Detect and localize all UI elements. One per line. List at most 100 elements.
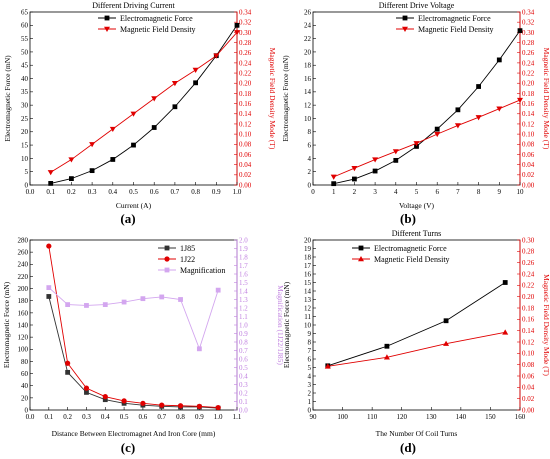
y-tick-label: 240 xyxy=(18,261,29,269)
y2-axis-title: Magnetic Field Density Mode (T) xyxy=(268,48,277,150)
x-tick-label: 0.3 xyxy=(88,188,97,196)
plot-frame xyxy=(29,11,238,186)
y2-tick-label: 0.06 xyxy=(522,151,535,159)
y2-tick-label: 0.02 xyxy=(522,171,535,179)
data-point xyxy=(196,403,202,409)
data-point xyxy=(502,329,509,335)
legend-label: Electromagnetic Force xyxy=(120,14,193,23)
y2-tick-label: 0.02 xyxy=(239,171,252,179)
x-tick-label: 3 xyxy=(373,188,377,196)
legend-label: Magnification xyxy=(180,266,225,275)
y2-tick-label: 0.04 xyxy=(522,384,535,392)
y-tick-label: 11 xyxy=(304,313,311,321)
y2-tick-label: 0.24 xyxy=(522,59,535,67)
x-tick-label: 120 xyxy=(396,413,407,421)
y2-tick-label: 1.1 xyxy=(239,313,248,321)
y2-tick-label: 0.06 xyxy=(239,151,252,159)
data-point xyxy=(234,30,240,36)
y2-tick-label: 0.26 xyxy=(522,259,535,267)
data-point xyxy=(159,294,165,300)
y2-tick-label: 0.16 xyxy=(522,316,535,324)
y-tick-label: 0 xyxy=(308,181,312,189)
y2-tick-label: 0.26 xyxy=(239,49,252,57)
y2-tick-label: 0.34 xyxy=(522,8,535,16)
y-tick-label: 20 xyxy=(21,128,29,136)
y2-tick-label: 0.3 xyxy=(239,381,248,389)
data-point xyxy=(193,80,198,86)
plot-frame xyxy=(312,11,521,186)
data-point xyxy=(178,297,183,302)
y-tick-label: 4 xyxy=(308,372,312,380)
y-tick-label: 260 xyxy=(18,249,29,257)
data-point xyxy=(443,340,450,346)
x-tick-label: 90 xyxy=(310,413,318,421)
y-axis-title: Electromagnetic Force (mN) xyxy=(2,281,11,368)
y-tick-label: 13 xyxy=(304,296,312,304)
data-point xyxy=(352,176,357,182)
plot-frame xyxy=(312,239,521,411)
legend-label: Electromagnetic Force xyxy=(374,244,447,253)
data-point xyxy=(65,360,71,366)
data-point xyxy=(475,115,482,121)
legend-label: Electromagnetic Force xyxy=(418,14,491,23)
y2-tick-label: 1.6 xyxy=(239,270,248,278)
y2-tick-label: 0.04 xyxy=(239,161,252,169)
x-axis-title: Voltage (V) xyxy=(399,201,435,210)
y-tick-label: 0 xyxy=(25,181,29,189)
y-tick-label: 180 xyxy=(18,297,29,305)
y-tick-label: 280 xyxy=(18,236,29,244)
y2-tick-label: 1.0 xyxy=(239,321,248,329)
y2-tick-label: 1.7 xyxy=(239,262,248,270)
y2-tick-label: 0.16 xyxy=(522,100,535,108)
chart-title: Different Turns xyxy=(392,229,441,238)
y2-tick-label: 0.32 xyxy=(239,19,252,27)
legend-label: 1J85 xyxy=(180,244,195,253)
data-point xyxy=(89,142,96,148)
y-tick-label: 8 xyxy=(308,338,312,346)
y-tick-label: 0 xyxy=(25,406,29,414)
x-tick-label: 0.4 xyxy=(101,413,110,421)
y2-tick-label: 0.2 xyxy=(239,389,248,397)
y-tick-label: 60 xyxy=(21,370,29,378)
data-point xyxy=(65,302,71,307)
y2-tick-label: 0.30 xyxy=(522,29,535,37)
y-tick-label: 26 xyxy=(304,8,312,16)
y2-tick-label: 0.26 xyxy=(522,49,535,57)
x-tick-label: 0.7 xyxy=(171,188,180,196)
y-tick-label: 17 xyxy=(304,262,312,270)
y-tick-label: 14 xyxy=(304,88,312,96)
legend-marker xyxy=(358,245,364,251)
y-tick-label: 24 xyxy=(304,22,312,30)
x-tick-label: 9 xyxy=(498,188,502,196)
y-axis-title: Electromagnetic Force (mN) xyxy=(3,55,12,142)
y-tick-label: 22 xyxy=(304,35,312,43)
legend-marker xyxy=(164,256,170,262)
y2-tick-label: 0.22 xyxy=(522,69,535,77)
y2-tick-label: 0.32 xyxy=(522,19,535,27)
y-tick-label: 5 xyxy=(308,364,312,372)
series-line xyxy=(50,32,238,173)
y-tick-label: 30 xyxy=(21,102,29,110)
data-point xyxy=(102,394,108,400)
y2-axis-title: Magnetic Field Density Mode (T) xyxy=(542,48,550,150)
x-tick-label: 2 xyxy=(353,188,357,196)
legend-marker xyxy=(164,267,170,273)
y2-tick-label: 0.10 xyxy=(522,350,535,358)
chart-d: 90 100 110 120 130 140 150 16001234567891011121… xyxy=(282,229,550,455)
x-axis-title: Distance Between Electromagnet And Iron … xyxy=(52,429,216,438)
y2-tick-label: 0.14 xyxy=(239,110,252,118)
y2-tick-label: 1.4 xyxy=(239,287,248,295)
data-point xyxy=(83,385,90,391)
data-point xyxy=(102,397,108,403)
x-tick-label: 1.1 xyxy=(233,413,242,421)
data-point xyxy=(151,125,157,130)
y2-tick-label: 0.8 xyxy=(239,338,248,346)
y2-tick-label: 1.8 xyxy=(239,253,248,261)
y2-tick-label: 0.22 xyxy=(239,69,252,77)
data-point xyxy=(414,144,419,149)
data-point xyxy=(109,126,116,133)
data-point xyxy=(140,296,146,302)
data-point xyxy=(383,354,390,360)
y2-tick-label: 2.0 xyxy=(239,236,248,244)
x-tick-label: 0.6 xyxy=(139,413,148,421)
